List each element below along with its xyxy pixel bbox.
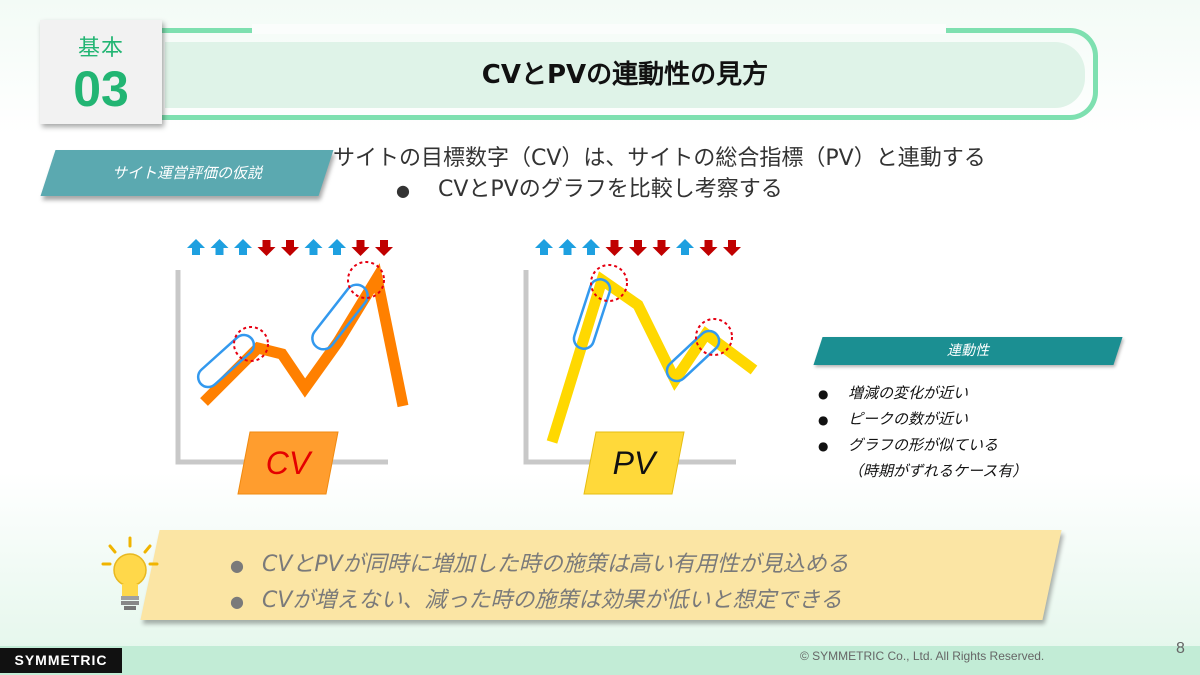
pv-arrow-up [676, 239, 694, 255]
pv-arrow-up [535, 239, 553, 255]
badge-number: 03 [73, 61, 129, 117]
pv-arrow-down [605, 240, 624, 256]
title-bar [165, 42, 1085, 108]
section-badge: 基本 03 [40, 20, 162, 124]
pv-label: PV [612, 445, 656, 481]
pv-arrow-up [558, 239, 577, 255]
pv-arrow-down [723, 240, 741, 256]
pv-arrow-down [652, 240, 671, 256]
cv-arrow-up [304, 239, 323, 255]
cv-rise-highlight [311, 283, 369, 351]
pv-trend-arrows [535, 239, 741, 256]
hypothesis-subpoint: ● CVとPVのグラフを比較し考察する [396, 171, 783, 203]
hypothesis-tag: サイト運営評価の仮説 [111, 164, 262, 182]
list-item-text: 増減の変化が近い [848, 384, 969, 402]
pv-arrow-down [699, 240, 718, 256]
pv-arrow-down [629, 240, 647, 256]
cv-rise-highlight [196, 333, 256, 389]
cv-arrow-up [328, 239, 346, 255]
cv-arrow-up [234, 239, 252, 255]
cv-arrow-up [187, 239, 205, 255]
page-title: CVとPVの連動性の見方 [481, 60, 769, 90]
cv-peak-marker [233, 326, 269, 362]
bullet-icon: ● [818, 413, 829, 427]
bullet-icon: ● [230, 556, 244, 575]
cv-label: CV [265, 445, 311, 481]
footer-bar [0, 646, 1200, 675]
cv-label-box [237, 431, 339, 495]
conclusion-text: CVとPVが同時に増加した時の施策は高い有用性が見込める [261, 552, 849, 577]
list-item: ● ピークの数が近い [818, 406, 1178, 432]
list-item-text: グラフの形が似ている [848, 436, 999, 454]
pv-peak-marker [695, 318, 733, 356]
title-frame-gap [252, 24, 946, 34]
page-number: 8 [1176, 640, 1185, 657]
cv-line [200, 263, 409, 408]
lightbulb-icon [101, 536, 159, 610]
company-logo: SYMMETRIC [0, 648, 122, 673]
conclusion-line-2: ● CVが増えない、減った時の施策は効果が低いと想定できる [230, 582, 842, 614]
bullet-icon: ● [818, 387, 829, 401]
cv-arrow-down [375, 240, 393, 256]
pv-line [546, 271, 758, 444]
pv-rise-highlight [572, 278, 612, 350]
cv-peak-marker [347, 261, 385, 299]
pv-label-box [583, 431, 685, 495]
copyright: © SYMMETRIC Co., Ltd. All Rights Reserve… [800, 649, 1045, 663]
pv-rise-highlight [665, 329, 721, 383]
badge-label: 基本 [77, 36, 124, 61]
list-item: ● グラフの形が似ている [818, 432, 1178, 458]
conclusion-line-1: ● CVとPVが同時に増加した時の施策は高い有用性が見込める [230, 546, 849, 578]
cv-arrow-down [281, 240, 299, 256]
cv-trend-arrows [187, 239, 393, 256]
list-note: （時期がずれるケース有） [848, 462, 1028, 480]
correlation-title: 連動性 [947, 343, 989, 359]
cv-arrow-down [257, 240, 276, 256]
bullet-icon: ● [818, 439, 829, 453]
list-item-text: ピークの数が近い [848, 410, 969, 428]
pv-arrow-up [582, 239, 600, 255]
pv-peak-marker [590, 264, 628, 302]
hypothesis-statement: サイトの目標数字（CV）は、サイトの総合指標（PV）と連動する [333, 146, 986, 171]
hypothesis-subpoint-text: CVとPVのグラフを比較し考察する [437, 177, 783, 202]
cv-arrow-down [351, 240, 370, 256]
bullet-icon: ● [396, 181, 410, 200]
cv-arrow-up [210, 239, 229, 255]
bullet-icon: ● [230, 592, 244, 611]
list-item: ● 増減の変化が近い [818, 380, 1178, 406]
correlation-list: ● 増減の変化が近い ● ピークの数が近い ● グラフの形が似ている （時期がずれるケ… [818, 380, 1178, 484]
conclusion-text: CVが増えない、減った時の施策は効果が低いと想定できる [261, 588, 842, 613]
